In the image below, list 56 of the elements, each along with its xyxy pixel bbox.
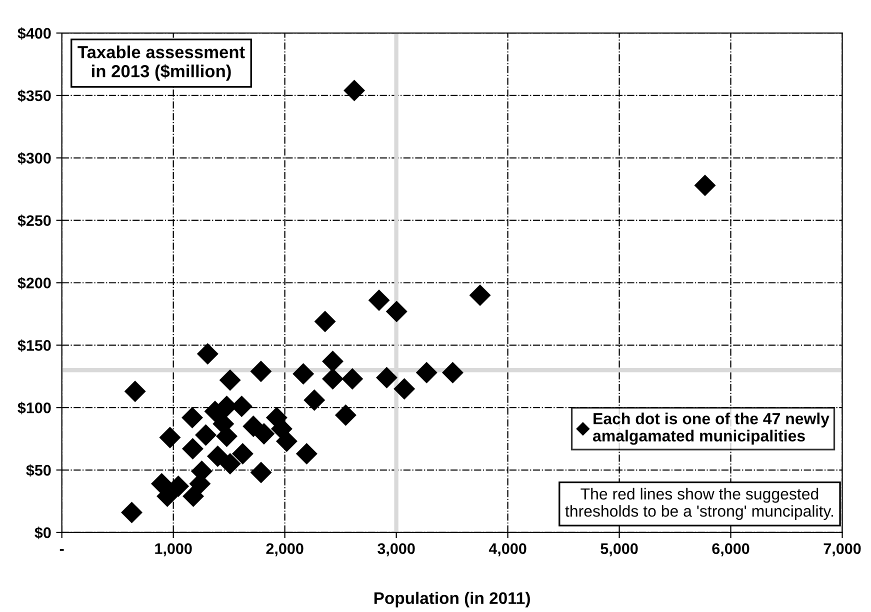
point bbox=[334, 404, 356, 426]
x-tick-label: 6,000 bbox=[712, 543, 750, 556]
point bbox=[219, 453, 241, 475]
y-tick-label: $300 bbox=[18, 152, 51, 165]
point bbox=[195, 424, 217, 446]
point bbox=[304, 389, 326, 411]
y-tick-label: $200 bbox=[18, 276, 51, 290]
point bbox=[416, 362, 438, 384]
point bbox=[386, 300, 408, 322]
point bbox=[292, 363, 314, 385]
point bbox=[250, 462, 272, 484]
point bbox=[196, 343, 218, 365]
point bbox=[182, 438, 204, 460]
point bbox=[182, 406, 204, 428]
x-tick-label: 2,000 bbox=[266, 543, 304, 556]
y-tick-label: $50 bbox=[26, 464, 51, 477]
point bbox=[253, 423, 275, 445]
point bbox=[276, 430, 298, 452]
point bbox=[296, 443, 318, 465]
x-tick-label: 7,000 bbox=[824, 543, 861, 556]
x-tick-label: - bbox=[60, 549, 64, 551]
point bbox=[342, 368, 364, 390]
point bbox=[232, 443, 254, 465]
point bbox=[322, 350, 344, 372]
point bbox=[314, 310, 336, 332]
x-tick-label: 1,000 bbox=[155, 543, 192, 556]
x-tick-label: 4,000 bbox=[488, 543, 526, 556]
point bbox=[250, 360, 272, 382]
point bbox=[376, 366, 398, 388]
point bbox=[694, 174, 716, 196]
annotation: The red lines show the suggested thresholds to be a 'strong' muncipality. bbox=[565, 488, 834, 520]
point bbox=[182, 485, 204, 507]
x-axis-title: Population (in 2011) bbox=[374, 592, 530, 608]
point bbox=[322, 368, 344, 390]
y-tick-label: $350 bbox=[18, 90, 51, 102]
y-tick-label: $0 bbox=[34, 526, 51, 540]
point bbox=[469, 284, 491, 306]
point bbox=[442, 362, 464, 384]
y-tick-label: $250 bbox=[18, 214, 51, 227]
legend-label: Each dot is one of the 47 newly amalgamated municipalities bbox=[593, 412, 830, 445]
y-tick-label: $400 bbox=[18, 27, 51, 40]
text: Taxable assessment in 2013 ($million) bbox=[78, 46, 245, 81]
point bbox=[344, 80, 366, 102]
point bbox=[159, 426, 181, 448]
point bbox=[219, 369, 241, 391]
y-tick-label: $100 bbox=[18, 402, 51, 414]
point bbox=[120, 502, 142, 524]
point bbox=[168, 475, 190, 498]
point bbox=[156, 485, 178, 507]
point bbox=[206, 446, 228, 468]
point bbox=[368, 289, 390, 311]
x-tick-label: 3,000 bbox=[378, 543, 415, 556]
point bbox=[394, 378, 416, 400]
point bbox=[124, 380, 146, 402]
y-tick-label: $150 bbox=[18, 339, 51, 352]
x-tick-label: 5,000 bbox=[600, 543, 638, 556]
